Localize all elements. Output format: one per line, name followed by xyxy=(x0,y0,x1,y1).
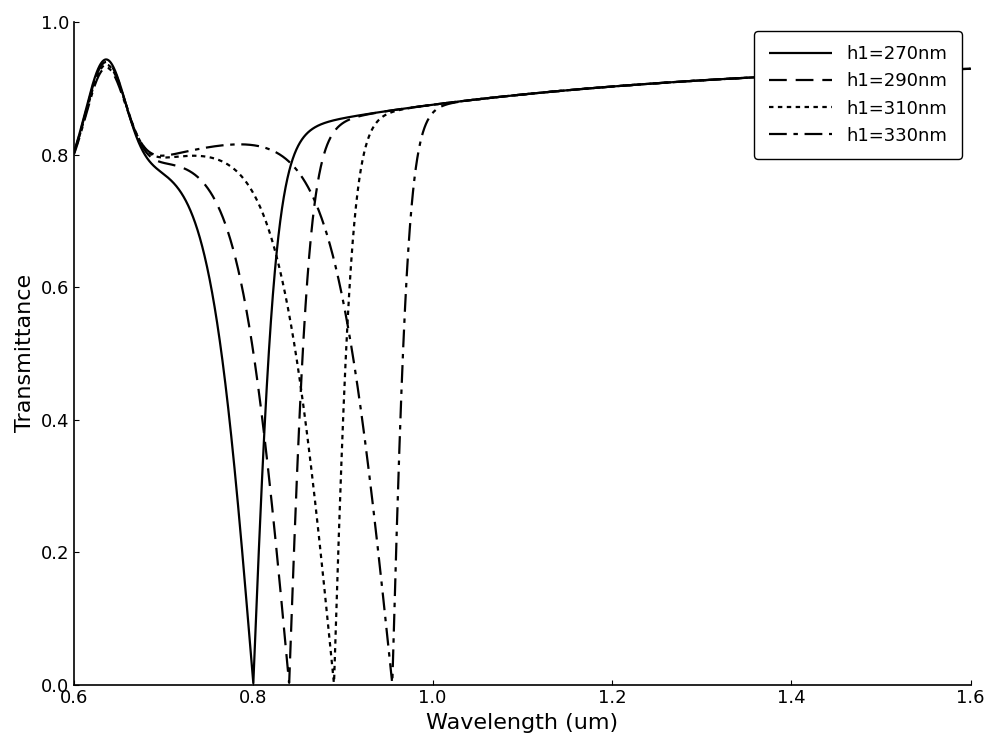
h1=310nm xyxy=(231,167,243,176)
h1=330nm xyxy=(606,82,618,91)
Legend: h1=270nm, h1=290nm, h1=310nm, h1=330nm: h1=270nm, h1=290nm, h1=310nm, h1=330nm xyxy=(754,31,962,159)
h1=310nm xyxy=(806,70,818,79)
h1=270nm xyxy=(68,147,80,156)
h1=290nm xyxy=(606,82,618,91)
h1=290nm xyxy=(68,148,80,157)
h1=310nm xyxy=(328,678,340,687)
h1=270nm xyxy=(100,55,112,64)
h1=270nm xyxy=(806,70,818,79)
h1=290nm xyxy=(652,79,664,88)
h1=330nm xyxy=(231,140,243,149)
Line: h1=290nm: h1=290nm xyxy=(74,62,971,683)
h1=330nm xyxy=(68,150,80,159)
h1=310nm xyxy=(737,73,749,82)
Line: h1=330nm: h1=330nm xyxy=(74,67,971,683)
Y-axis label: Transmittance: Transmittance xyxy=(15,275,35,432)
h1=310nm xyxy=(606,82,618,91)
h1=290nm xyxy=(283,678,295,687)
h1=290nm xyxy=(806,70,818,79)
h1=270nm xyxy=(652,79,664,88)
h1=290nm xyxy=(737,73,749,82)
h1=290nm xyxy=(231,260,243,269)
h1=270nm xyxy=(606,82,618,91)
h1=310nm xyxy=(411,102,423,111)
h1=330nm xyxy=(652,79,664,88)
h1=310nm xyxy=(68,149,80,158)
Line: h1=310nm: h1=310nm xyxy=(74,64,971,683)
h1=310nm xyxy=(965,64,977,73)
h1=270nm xyxy=(247,678,259,687)
h1=330nm xyxy=(386,678,398,687)
h1=270nm xyxy=(737,73,749,82)
h1=330nm xyxy=(100,63,112,72)
h1=330nm xyxy=(806,70,818,79)
h1=270nm xyxy=(231,490,243,499)
h1=330nm xyxy=(737,73,749,82)
Line: h1=270nm: h1=270nm xyxy=(74,59,971,683)
X-axis label: Wavelength (um): Wavelength (um) xyxy=(426,713,618,733)
h1=310nm xyxy=(100,60,112,69)
h1=270nm xyxy=(965,64,977,73)
h1=290nm xyxy=(100,58,112,67)
h1=310nm xyxy=(652,79,664,88)
h1=330nm xyxy=(411,156,423,165)
h1=290nm xyxy=(411,102,423,111)
h1=330nm xyxy=(965,64,977,73)
h1=270nm xyxy=(411,102,423,111)
h1=290nm xyxy=(965,64,977,73)
